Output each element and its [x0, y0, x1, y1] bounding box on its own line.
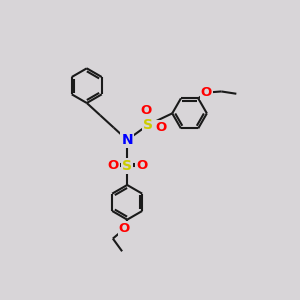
- Text: O: O: [107, 159, 118, 172]
- Text: N: N: [122, 133, 133, 147]
- Text: O: O: [155, 121, 166, 134]
- Text: S: S: [143, 118, 153, 132]
- Text: O: O: [140, 104, 151, 117]
- Text: S: S: [122, 159, 132, 173]
- Text: O: O: [201, 86, 212, 99]
- Text: O: O: [119, 222, 130, 236]
- Text: O: O: [136, 159, 147, 172]
